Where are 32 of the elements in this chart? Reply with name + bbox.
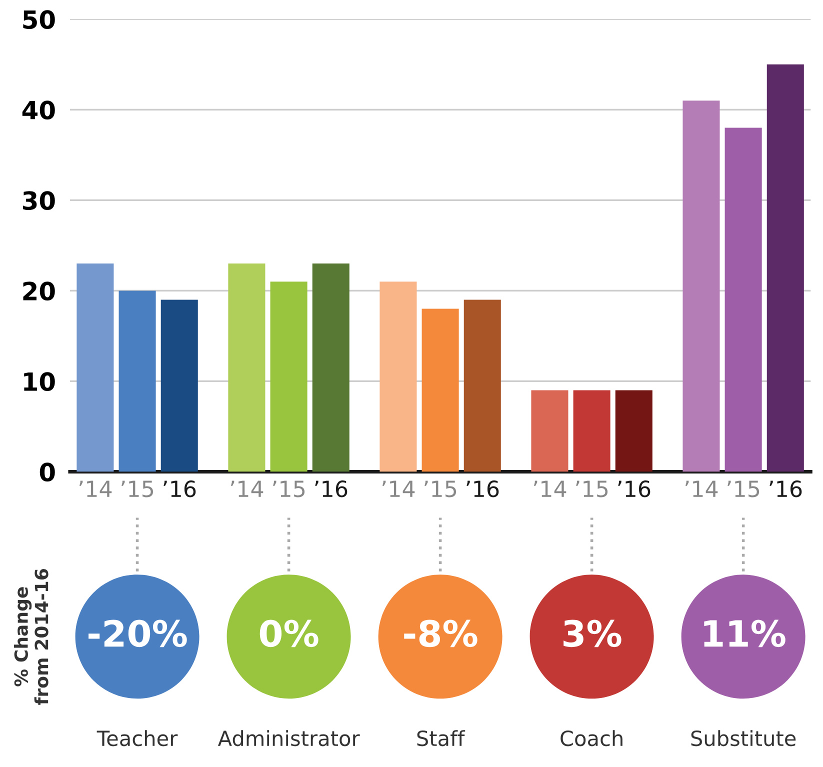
- text: Staff: [417, 730, 466, 746]
- x-tick-label: ’16: [618, 480, 650, 498]
- x-tick-label: ’15: [424, 480, 456, 498]
- x-tick-label: ’16: [770, 480, 802, 498]
- x-tick-label: ’16: [164, 480, 196, 498]
- y-tick-label: 20: [23, 282, 55, 301]
- x-tick-label: ’16: [466, 480, 499, 498]
- text: 0%: [260, 620, 318, 648]
- text: % Change from 2014-16: [14, 569, 48, 705]
- x-tick-label: ’15: [273, 480, 305, 498]
- y-tick-label: 40: [22, 100, 55, 120]
- y-tick-label: 10: [24, 372, 55, 392]
- x-tick-label: ’16: [315, 480, 348, 498]
- y-tick-label: 0: [40, 462, 55, 482]
- x-tick-label: ’14: [534, 480, 566, 497]
- text: 3%: [564, 620, 622, 648]
- text: Teacher: [96, 730, 178, 746]
- x-tick-label: ’14: [230, 480, 264, 497]
- x-tick-label: ’15: [728, 480, 760, 498]
- x-tick-label: ’15: [576, 480, 608, 498]
- text: Coach: [560, 730, 622, 746]
- text: -20%: [88, 620, 187, 648]
- y-tick-label: 50: [23, 10, 55, 30]
- x-tick-label: ’15: [122, 480, 154, 498]
- text: 11%: [704, 620, 786, 648]
- y-tick-label: 30: [22, 191, 55, 210]
- text: Administrator: [218, 730, 360, 746]
- x-tick-label: ’14: [685, 480, 718, 497]
- x-tick-label: ’14: [382, 480, 415, 497]
- text: Substitute: [691, 730, 796, 746]
- text: -8%: [404, 620, 478, 648]
- x-tick-label: ’14: [79, 480, 112, 497]
